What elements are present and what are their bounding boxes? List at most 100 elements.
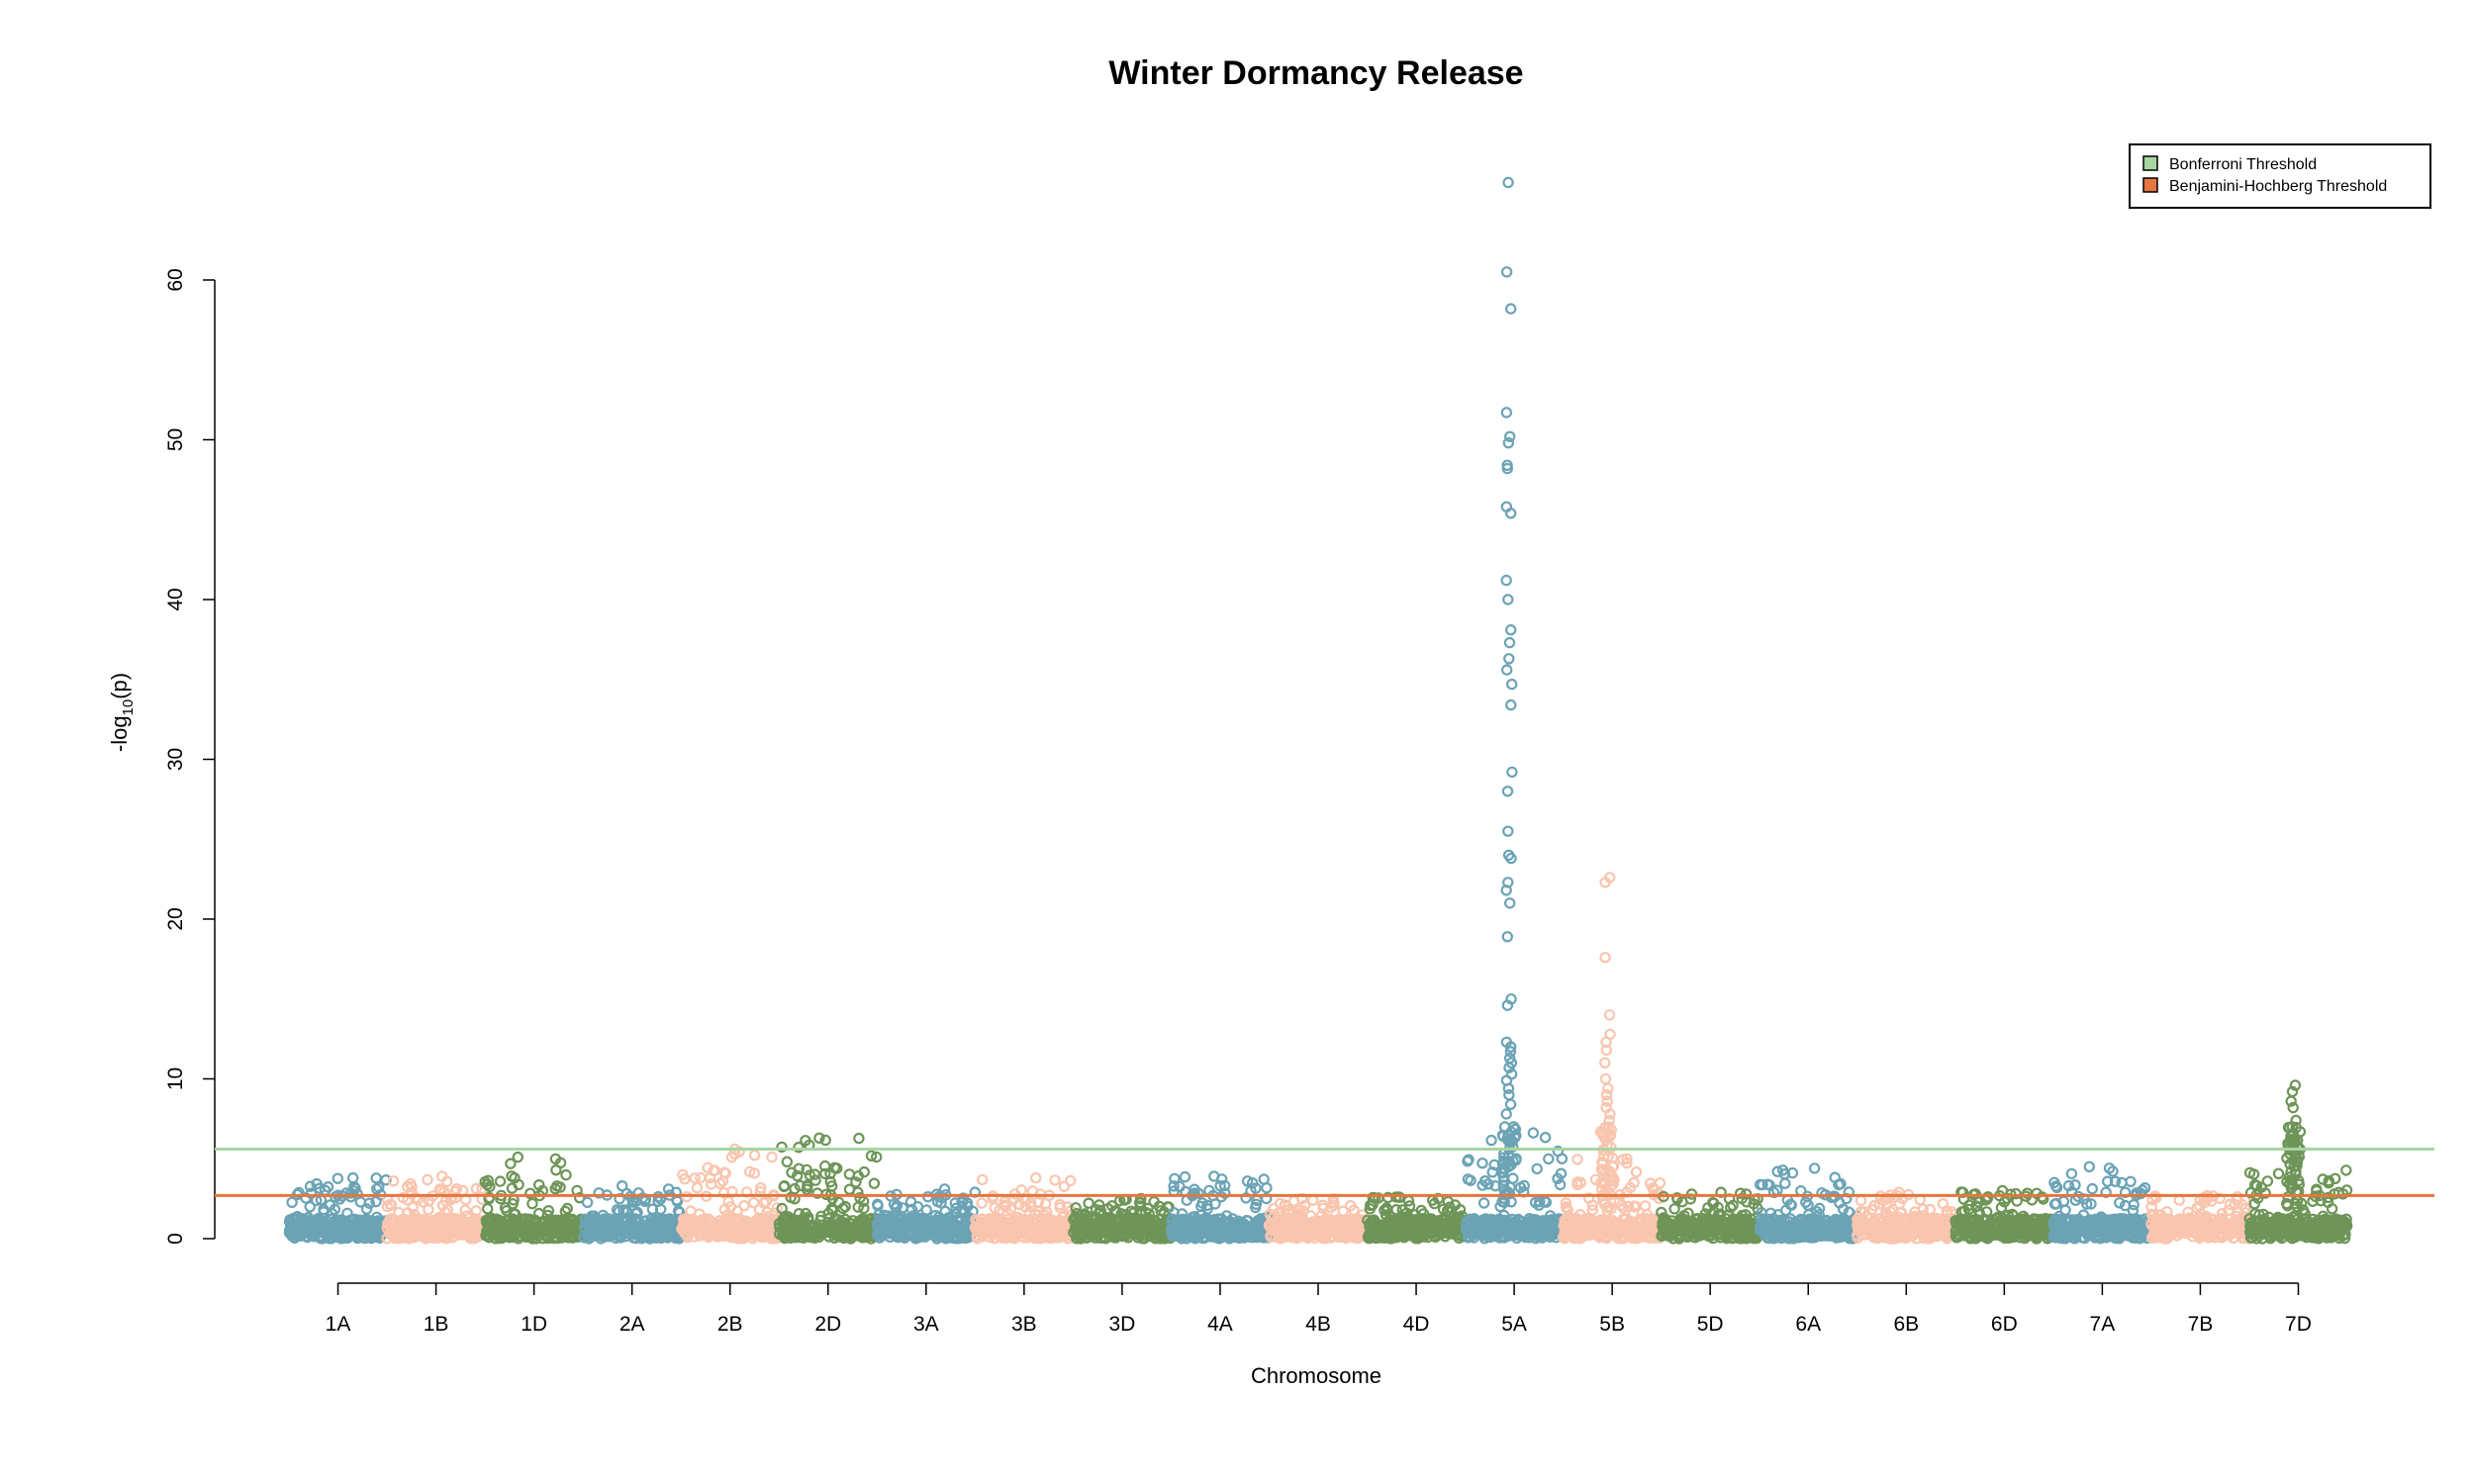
data-point	[422, 1173, 433, 1186]
data-point	[976, 1197, 988, 1209]
y-tick-label: 10	[164, 1067, 187, 1090]
data-point	[840, 1232, 852, 1244]
data-point	[505, 1158, 517, 1169]
data-point	[851, 1219, 863, 1231]
data-point	[710, 1229, 721, 1242]
data-point	[561, 1202, 574, 1215]
data-point	[748, 1167, 761, 1179]
data-point	[1500, 407, 1513, 418]
data-point	[694, 1230, 706, 1242]
data-point	[304, 1201, 316, 1213]
data-point	[800, 1207, 811, 1220]
data-point	[868, 1177, 881, 1189]
data-point	[696, 1216, 708, 1228]
data-point	[853, 1132, 865, 1145]
chromosome-3A-points	[871, 1183, 982, 1245]
data-point	[655, 1227, 668, 1240]
data-point	[725, 1231, 737, 1244]
data-point	[850, 1176, 862, 1188]
data-point	[680, 1228, 693, 1240]
data-point	[409, 1218, 421, 1230]
data-point	[1306, 1194, 1319, 1206]
data-point	[1029, 1171, 1042, 1184]
data-point	[300, 1192, 312, 1204]
data-point	[631, 1221, 644, 1233]
y-tick-label: 30	[164, 748, 187, 771]
data-point	[512, 1151, 524, 1163]
data-point	[363, 1197, 375, 1209]
data-point	[405, 1177, 417, 1190]
x-tick-label: 2B	[717, 1313, 743, 1336]
y-tick-label: 0	[164, 1233, 187, 1245]
x-tick-label: 2A	[619, 1313, 645, 1336]
data-point	[689, 1172, 701, 1184]
chromosome-2D-points	[773, 1132, 883, 1245]
data-point	[1599, 1057, 1611, 1069]
chromosome-5B-points	[1557, 872, 1666, 1245]
x-tick-label: 7D	[2285, 1313, 2312, 1336]
data-point	[1630, 1165, 1643, 1178]
data-point	[560, 1168, 572, 1181]
chromosome-2B-points	[676, 1143, 785, 1245]
data-point	[626, 1199, 638, 1212]
data-point	[822, 1207, 834, 1220]
data-point	[661, 1214, 673, 1227]
data-point	[371, 1211, 383, 1224]
data-point	[549, 1182, 561, 1195]
data-point	[439, 1215, 452, 1227]
data-point	[779, 1232, 791, 1244]
x-tick-label: 6B	[1893, 1313, 1919, 1336]
data-point	[824, 1167, 836, 1180]
data-point	[1504, 624, 1517, 636]
data-point	[1507, 1172, 1519, 1184]
data-point	[1501, 786, 1514, 797]
data-point	[1506, 766, 1518, 779]
data-point	[509, 1171, 521, 1184]
data-point	[819, 1167, 831, 1180]
data-point	[826, 1223, 838, 1236]
data-point	[1668, 1203, 1680, 1215]
data-point	[566, 1213, 578, 1226]
data-point	[1503, 897, 1516, 909]
data-point	[556, 1220, 569, 1232]
data-point	[1502, 825, 1514, 837]
data-point	[790, 1224, 803, 1237]
data-point	[839, 1200, 851, 1213]
data-point	[920, 1204, 933, 1216]
data-point	[611, 1204, 623, 1216]
x-tick-label: 5D	[1697, 1313, 1724, 1336]
data-point	[542, 1204, 555, 1217]
data-point	[1477, 1197, 1490, 1209]
data-point	[483, 1223, 495, 1235]
data-point	[800, 1135, 811, 1147]
data-point	[360, 1203, 373, 1215]
data-point	[436, 1170, 448, 1182]
data-point	[1599, 1072, 1612, 1085]
data-point	[1505, 698, 1517, 711]
data-point	[771, 1202, 783, 1214]
data-point	[785, 1214, 797, 1227]
data-point	[636, 1192, 649, 1204]
x-axis: 1A 1B 1D 2A 2B 2D 3A 3B 3D 4A 4B 4D 5A 5B 5D 6A 6B 6D 7A 7B…	[326, 1282, 2312, 1336]
x-tick-label: 6A	[1795, 1313, 1821, 1336]
data-point	[735, 1225, 747, 1238]
chromosome-6A-points	[1754, 1162, 1863, 1245]
data-point	[865, 1150, 878, 1162]
data-point	[407, 1201, 419, 1214]
data-point	[858, 1226, 870, 1238]
data-point	[341, 1207, 353, 1220]
x-tick-label: 7B	[2188, 1313, 2214, 1336]
x-tick-label: 3A	[913, 1313, 939, 1336]
data-point	[801, 1163, 812, 1176]
data-point	[1571, 1154, 1583, 1165]
data-point	[801, 1226, 812, 1238]
data-point	[613, 1205, 625, 1218]
data-point	[588, 1210, 600, 1222]
data-point	[843, 1168, 856, 1180]
data-point	[718, 1203, 731, 1216]
data-point	[858, 1202, 870, 1215]
data-point	[776, 1202, 788, 1215]
data-point	[778, 1180, 791, 1193]
chromosome-4D-points	[1362, 1191, 1471, 1245]
data-point	[871, 1151, 883, 1163]
